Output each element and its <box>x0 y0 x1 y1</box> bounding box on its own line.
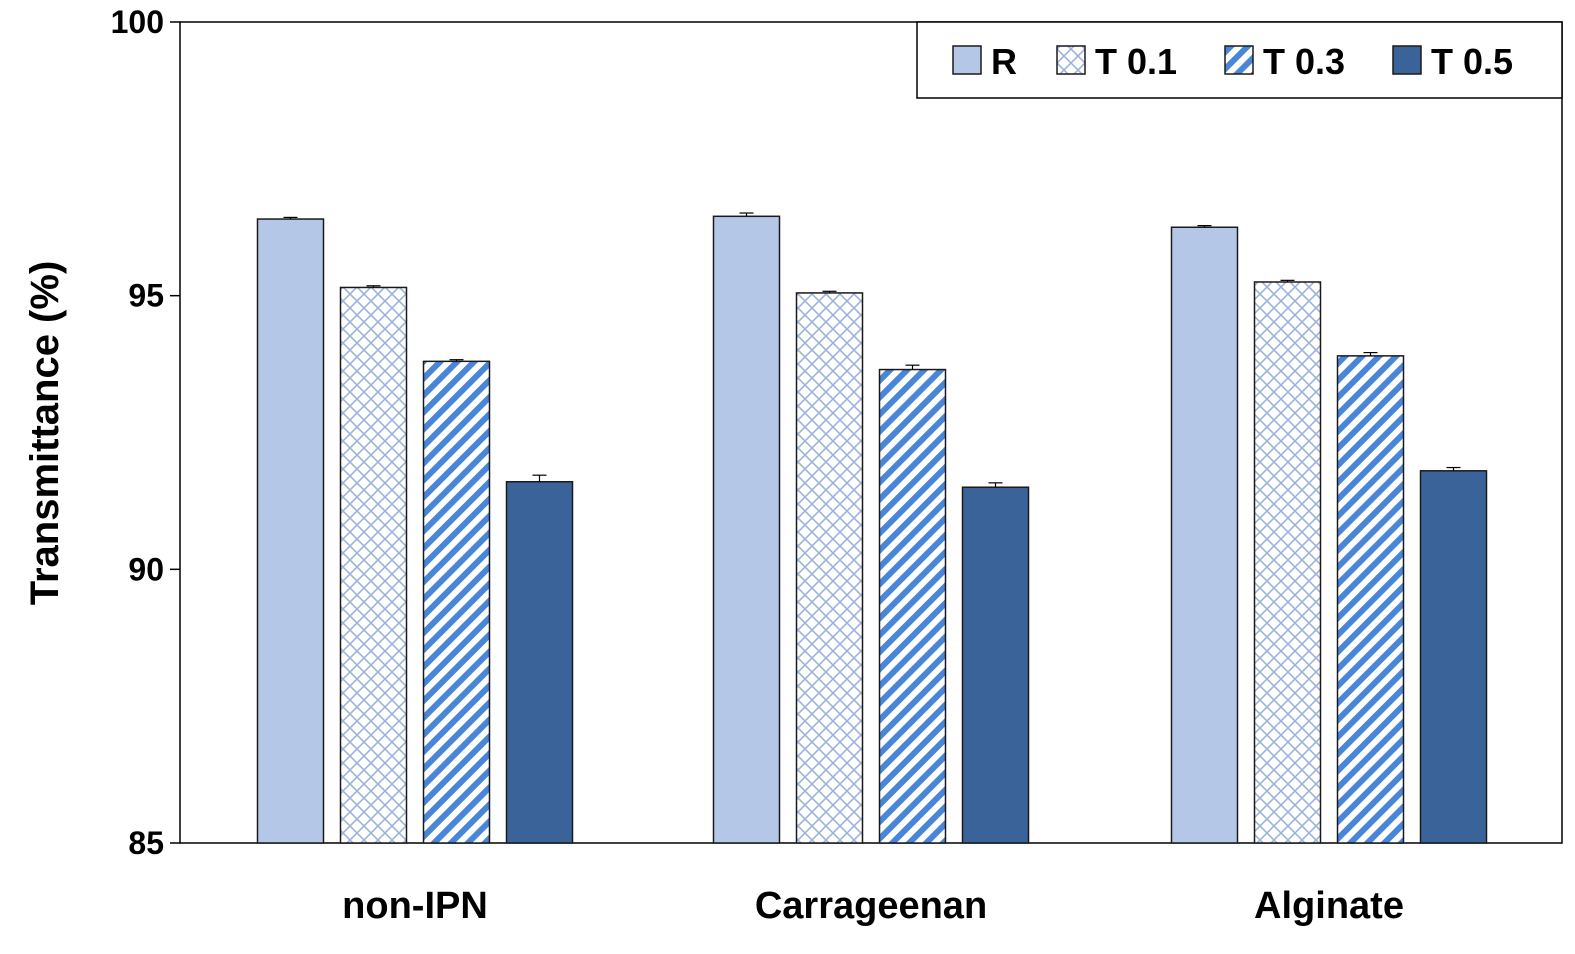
axes-layer: 85 90 95 100 non-IPN Carrageenan Alginate <box>111 4 1404 927</box>
plot-border <box>179 21 1563 844</box>
x-category-label: Carrageenan <box>755 885 987 927</box>
legend-label: T 0.1 <box>1095 41 1177 82</box>
plot-area <box>179 21 1563 844</box>
bar-T-01-Carrageenan <box>795 292 864 844</box>
bar-T-01-Alginate <box>1253 281 1322 844</box>
legend-label: R <box>991 41 1017 82</box>
bar-T-03-Alginate <box>1336 355 1405 844</box>
bar-T-01-non-IPN <box>339 286 408 844</box>
y-tick-label: 95 <box>128 278 164 314</box>
legend: R T 0.1 T 0.3 T 0.5 <box>916 21 1563 99</box>
bar-R-Carrageenan <box>712 215 781 844</box>
legend-swatch <box>1392 45 1422 75</box>
x-category-label: Alginate <box>1254 885 1404 927</box>
x-category-label: non-IPN <box>342 885 488 927</box>
bars-layer <box>256 212 1488 844</box>
bar-T-05-Carrageenan <box>961 486 1030 844</box>
y-tick-label: 85 <box>128 825 164 861</box>
bar-R-Alginate <box>1170 226 1239 844</box>
legend-label: T 0.5 <box>1431 41 1513 82</box>
legend-label: T 0.3 <box>1263 41 1345 82</box>
legend-swatch <box>1056 45 1086 75</box>
bar-R-non-IPN <box>256 218 325 844</box>
y-tick-label: 90 <box>128 551 164 587</box>
bar-T-05-non-IPN <box>505 481 574 844</box>
legend-swatch <box>952 45 982 75</box>
y-tick-label: 100 <box>111 4 164 40</box>
legend-swatch <box>1224 45 1254 75</box>
bar-T-03-non-IPN <box>422 360 491 844</box>
bar-T-03-Carrageenan <box>878 368 947 844</box>
bar-T-05-Alginate <box>1419 470 1488 844</box>
y-axis-title: Transmittance (%) <box>23 261 67 606</box>
